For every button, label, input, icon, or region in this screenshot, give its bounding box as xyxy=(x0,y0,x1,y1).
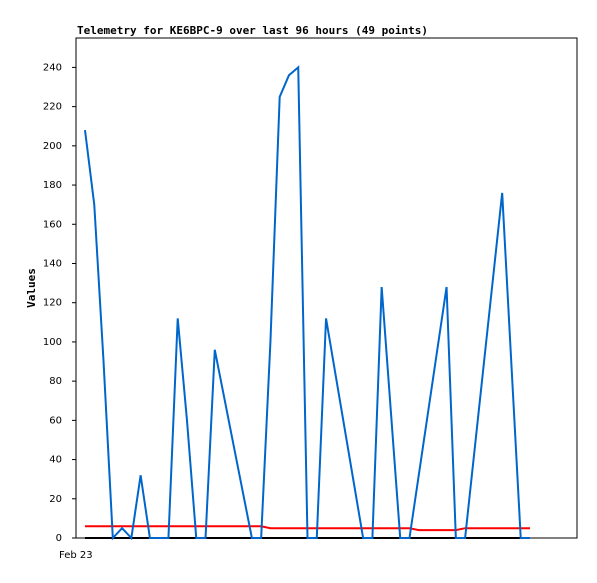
series-line xyxy=(84,65,530,541)
x-tick-label: Feb 23 xyxy=(59,550,93,561)
y-tick-label: 200 xyxy=(43,141,62,152)
y-tick-label: 220 xyxy=(43,102,62,113)
y-tick-label: 60 xyxy=(49,415,62,426)
y-tick-label: 180 xyxy=(43,180,62,191)
plot-frame xyxy=(75,37,578,539)
y-tick-label: 20 xyxy=(49,494,62,505)
y-tick-label: 80 xyxy=(49,376,62,387)
chart-title: Telemetry for KE6BPC-9 over last 96 hour… xyxy=(77,24,428,37)
y-tick-label: 160 xyxy=(43,219,62,230)
y-tick-label: 40 xyxy=(49,455,62,466)
y-tick-label: 240 xyxy=(43,62,62,73)
y-tick-label: 0 xyxy=(56,533,62,544)
y-axis-label: Values xyxy=(25,268,38,308)
y-tick-label: 120 xyxy=(43,298,62,309)
y-tick-label: 140 xyxy=(43,258,62,269)
y-tick-label: 100 xyxy=(43,337,62,348)
